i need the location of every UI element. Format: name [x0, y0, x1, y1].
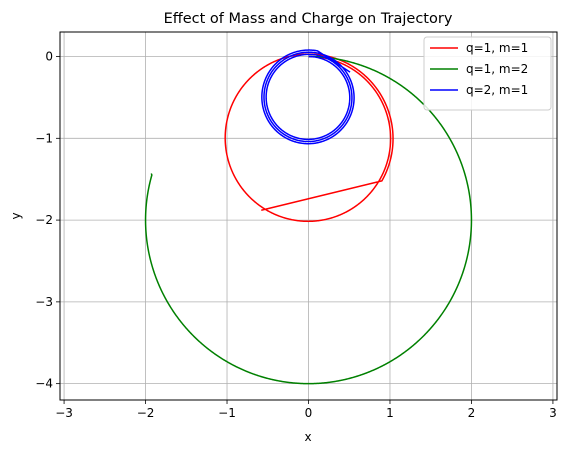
y-tick-label: −1	[35, 131, 53, 145]
y-tick-label: −3	[35, 295, 53, 309]
y-tick-label: −2	[35, 213, 53, 227]
x-tick-label: 3	[549, 406, 557, 420]
x-tick-label: −3	[55, 406, 73, 420]
y-axis-label: y	[9, 212, 23, 219]
y-tick-label: 0	[45, 50, 53, 64]
legend-label-1: q=1, m=1	[466, 41, 528, 55]
x-tick-label: −1	[218, 406, 236, 420]
x-tick-label: 0	[305, 406, 313, 420]
legend-label-3: q=2, m=1	[466, 83, 528, 97]
x-tick-label: 1	[386, 406, 394, 420]
chart-title: Effect of Mass and Charge on Trajectory	[164, 11, 453, 27]
x-axis-label: x	[304, 430, 311, 444]
legend: q=1, m=1 q=1, m=2 q=2, m=1	[424, 37, 551, 110]
x-tick-label: −2	[137, 406, 155, 420]
y-tick-label: −4	[35, 377, 53, 391]
legend-label-2: q=1, m=2	[466, 62, 528, 76]
x-tick-label: 2	[468, 406, 476, 420]
